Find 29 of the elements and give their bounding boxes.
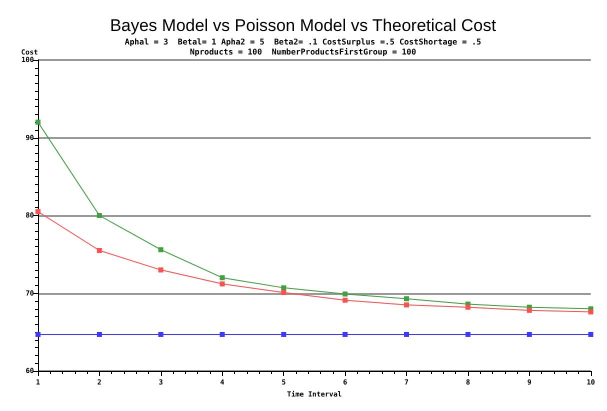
point: [158, 267, 164, 272]
point: [220, 281, 225, 286]
point: [404, 332, 410, 337]
point: [588, 332, 594, 337]
point: [36, 209, 40, 214]
point: [158, 247, 164, 252]
point: [404, 296, 410, 302]
point: [36, 120, 40, 125]
point: [281, 332, 286, 337]
point: [342, 292, 348, 297]
point: [220, 332, 225, 337]
point: [342, 298, 348, 303]
point: [465, 304, 470, 310]
chart-title: Bayes Model vs Poisson Model vs Theoretical Cost: [110, 16, 496, 35]
point: [96, 332, 102, 337]
point: [588, 309, 594, 314]
point: [96, 213, 102, 218]
point: [220, 275, 225, 280]
point: [158, 332, 164, 337]
point: [404, 302, 410, 308]
point: [526, 308, 532, 313]
chart-subtitle: Aphal = 3 Betal= 1 Apha2 = 5 Beta2= .1 CostSurplus =.5 CostShortage = .5 Nproducts = 100 NumberProductsFirstGroup = 100: [124, 38, 482, 56]
point: [36, 332, 40, 337]
point: [526, 332, 532, 337]
point: [465, 332, 470, 337]
point: [281, 290, 286, 295]
point: [96, 248, 102, 253]
point: [342, 332, 348, 337]
point: [281, 285, 286, 290]
